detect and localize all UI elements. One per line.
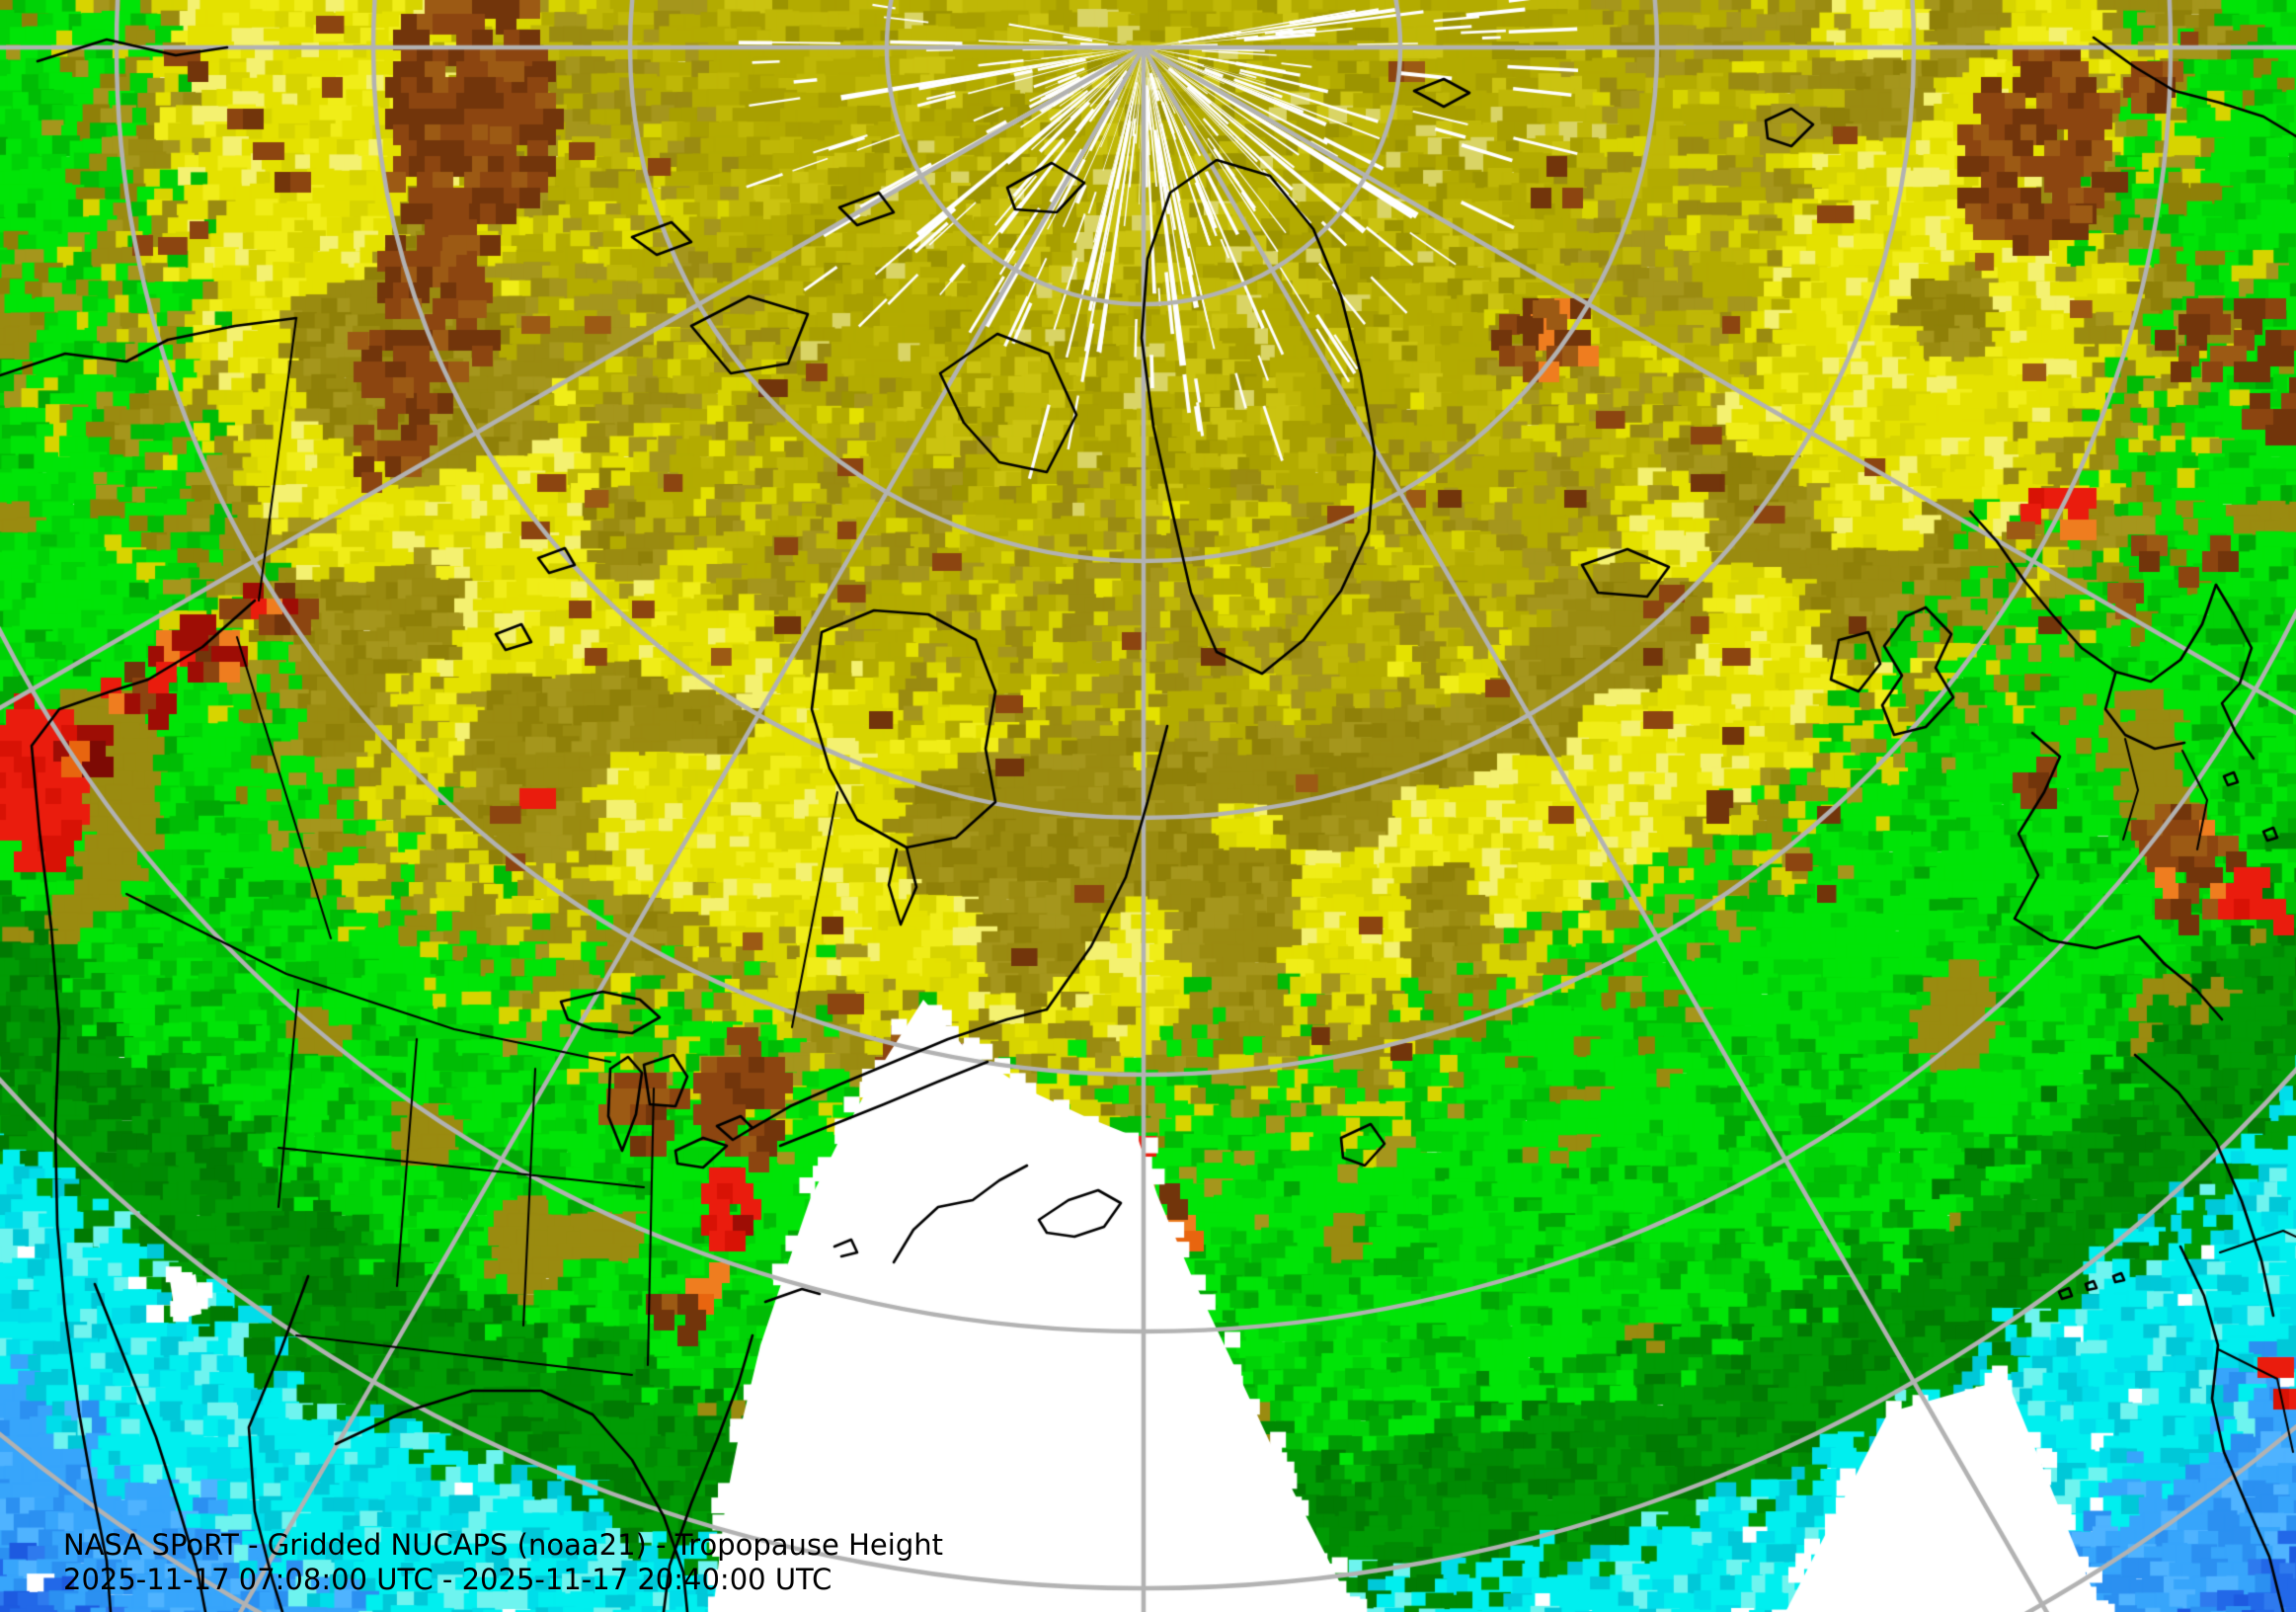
map-product-title: NASA SPoRT - Gridded NUCAPS (noaa21) - T… [63, 1528, 943, 1562]
map-timestamp: 2025-11-17 07:08:00 UTC - 2025-11-17 20:… [63, 1563, 832, 1596]
